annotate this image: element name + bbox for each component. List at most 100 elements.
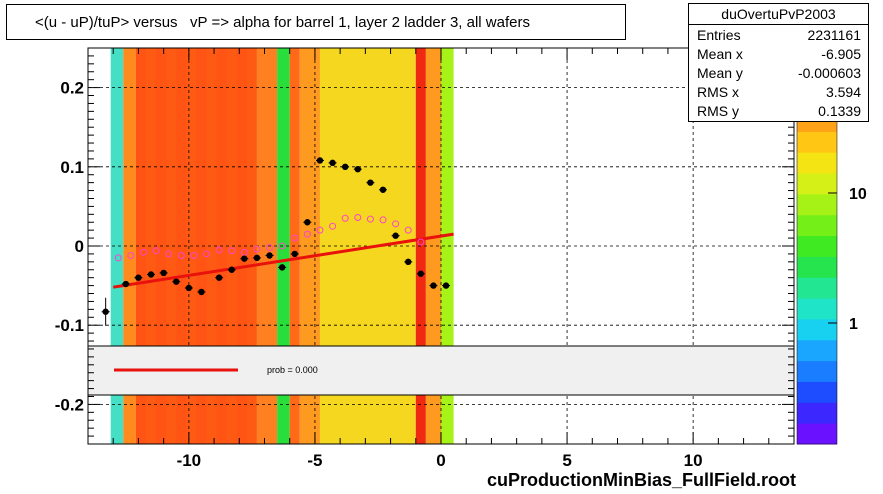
heatmap-stripe-10: [236, 48, 247, 444]
secondary-point-23: [404, 226, 412, 234]
secondary-point-5: [177, 252, 185, 260]
profile-point-16: [316, 157, 324, 164]
secondary-point-4: [165, 250, 173, 258]
profile-point-17: [329, 159, 336, 167]
secondary-point-7: [203, 250, 211, 258]
stats-row-rms-x: RMS x 3.594: [697, 84, 861, 102]
secondary-point-15: [303, 230, 311, 238]
secondary-point-10: [240, 248, 248, 256]
heatmap-stripe-6: [196, 48, 207, 444]
stats-row-entries: Entries 2231161: [697, 27, 861, 45]
stats-histogram-name: duOvertuPvP2003: [721, 6, 836, 22]
secondary-point-24: [417, 238, 425, 246]
profile-point-9: [228, 266, 235, 273]
profile-point-11: [253, 254, 261, 262]
secondary-point-16: [316, 226, 324, 234]
secondary-point-14: [291, 234, 299, 242]
profile-point-1: [122, 280, 130, 288]
chart-title: <(u - uP)/tuP> versus vP => alpha for ba…: [35, 14, 530, 31]
profile-point-8: [215, 274, 223, 281]
palette-band-14: [797, 131, 837, 153]
secondary-point-21: [379, 216, 387, 224]
y-tick-label-4: -0.2: [55, 395, 84, 414]
stats-value: -6.905: [821, 46, 861, 62]
profile-point-25: [430, 282, 437, 289]
palette-band-5: [797, 318, 837, 341]
profile-point-10: [241, 255, 248, 262]
palette-band-13: [797, 152, 837, 174]
profile-point-20: [367, 179, 374, 186]
secondary-point-11: [253, 245, 261, 253]
palette-band-7: [797, 277, 837, 299]
x-tick-label-1: -5: [307, 451, 322, 470]
profile-point-21: [379, 186, 387, 193]
x-tick-label-4: 10: [684, 451, 703, 470]
secondary-point-1: [127, 252, 135, 260]
stats-label: RMS y: [697, 103, 739, 119]
y-tick-label-2: 0: [75, 237, 84, 256]
profile-point-5: [173, 278, 180, 285]
x-tick-label-0: -10: [177, 451, 202, 470]
palette-band-8: [797, 256, 837, 278]
stats-label: Mean y: [697, 65, 743, 81]
secondary-point-18: [341, 214, 349, 222]
secondary-point-6: [190, 252, 198, 260]
profile-point-4: [160, 269, 167, 277]
palette-band-3: [797, 360, 837, 382]
secondary-point-8: [215, 246, 223, 254]
profile-point-15: [304, 219, 311, 226]
profile-point-22: [392, 232, 399, 239]
x-tick-label-2: 0: [436, 451, 445, 470]
palette-band-1: [797, 402, 837, 424]
heatmap-stripe-0: [135, 48, 146, 444]
fit-legend-text: prob = 0.000: [267, 365, 318, 375]
x-tick-label-3: 5: [562, 451, 571, 470]
heatmap-column-4: [277, 48, 290, 444]
profile-point-18: [341, 163, 349, 170]
profile-point-3: [147, 271, 155, 278]
secondary-point-3: [152, 247, 160, 255]
stats-value: 0.1339: [818, 103, 861, 119]
palette-band-6: [797, 298, 837, 320]
secondary-point-2: [139, 248, 147, 256]
profile-point-23: [405, 258, 412, 266]
heatmap-stripe-4: [176, 48, 187, 444]
statistics-box: duOvertuPvP2003 Entries 2231161 Mean x -…: [688, 3, 869, 122]
stats-value: 2231161: [807, 27, 861, 43]
palette-band-10: [797, 214, 837, 237]
profile-point-14: [291, 250, 298, 258]
palette-band-9: [797, 235, 837, 257]
heatmap-column-9: [425, 48, 441, 444]
y-tick-label-1: 0.1: [60, 158, 84, 177]
secondary-point-13: [278, 242, 286, 250]
profile-point-2: [135, 274, 142, 281]
palette-tick-label-10: 10: [849, 186, 867, 203]
profile-point-6: [185, 284, 193, 292]
y-tick-label-0: 0.2: [60, 79, 84, 98]
profile-point-19: [354, 165, 361, 173]
heatmap-column-0: [110, 48, 124, 444]
palette-band-12: [797, 173, 837, 195]
secondary-point-9: [228, 247, 236, 255]
profile-point-26: [442, 282, 450, 289]
profile-points-layer: [101, 157, 451, 326]
secondary-point-20: [366, 215, 374, 223]
stats-value: -0.000603: [797, 65, 861, 81]
profile-point-24: [417, 270, 425, 277]
footer-filename: cuProductionMinBias_FullField.root: [487, 470, 797, 490]
palette-band-4: [797, 339, 837, 362]
palette-tick-label-1: 1: [849, 316, 858, 333]
stats-row-mean-y: Mean y -0.000603: [697, 65, 861, 83]
secondary-point-12: [266, 244, 274, 252]
profile-point-13: [278, 264, 286, 271]
secondary-point-19: [354, 213, 362, 221]
stats-row-rms-y: RMS y 0.1339: [697, 103, 861, 121]
secondary-point-17: [329, 222, 337, 230]
heatmap-column-1: [123, 48, 136, 444]
palette-band-2: [797, 381, 837, 403]
secondary-point-22: [392, 220, 400, 228]
secondary-point-0: [114, 254, 122, 262]
y-tick-label-3: -0.1: [55, 316, 84, 335]
axis-tick-labels-layer: -10 -5 0 5 10 0.2 0.1 0 -0.1 -0.2: [55, 79, 703, 470]
